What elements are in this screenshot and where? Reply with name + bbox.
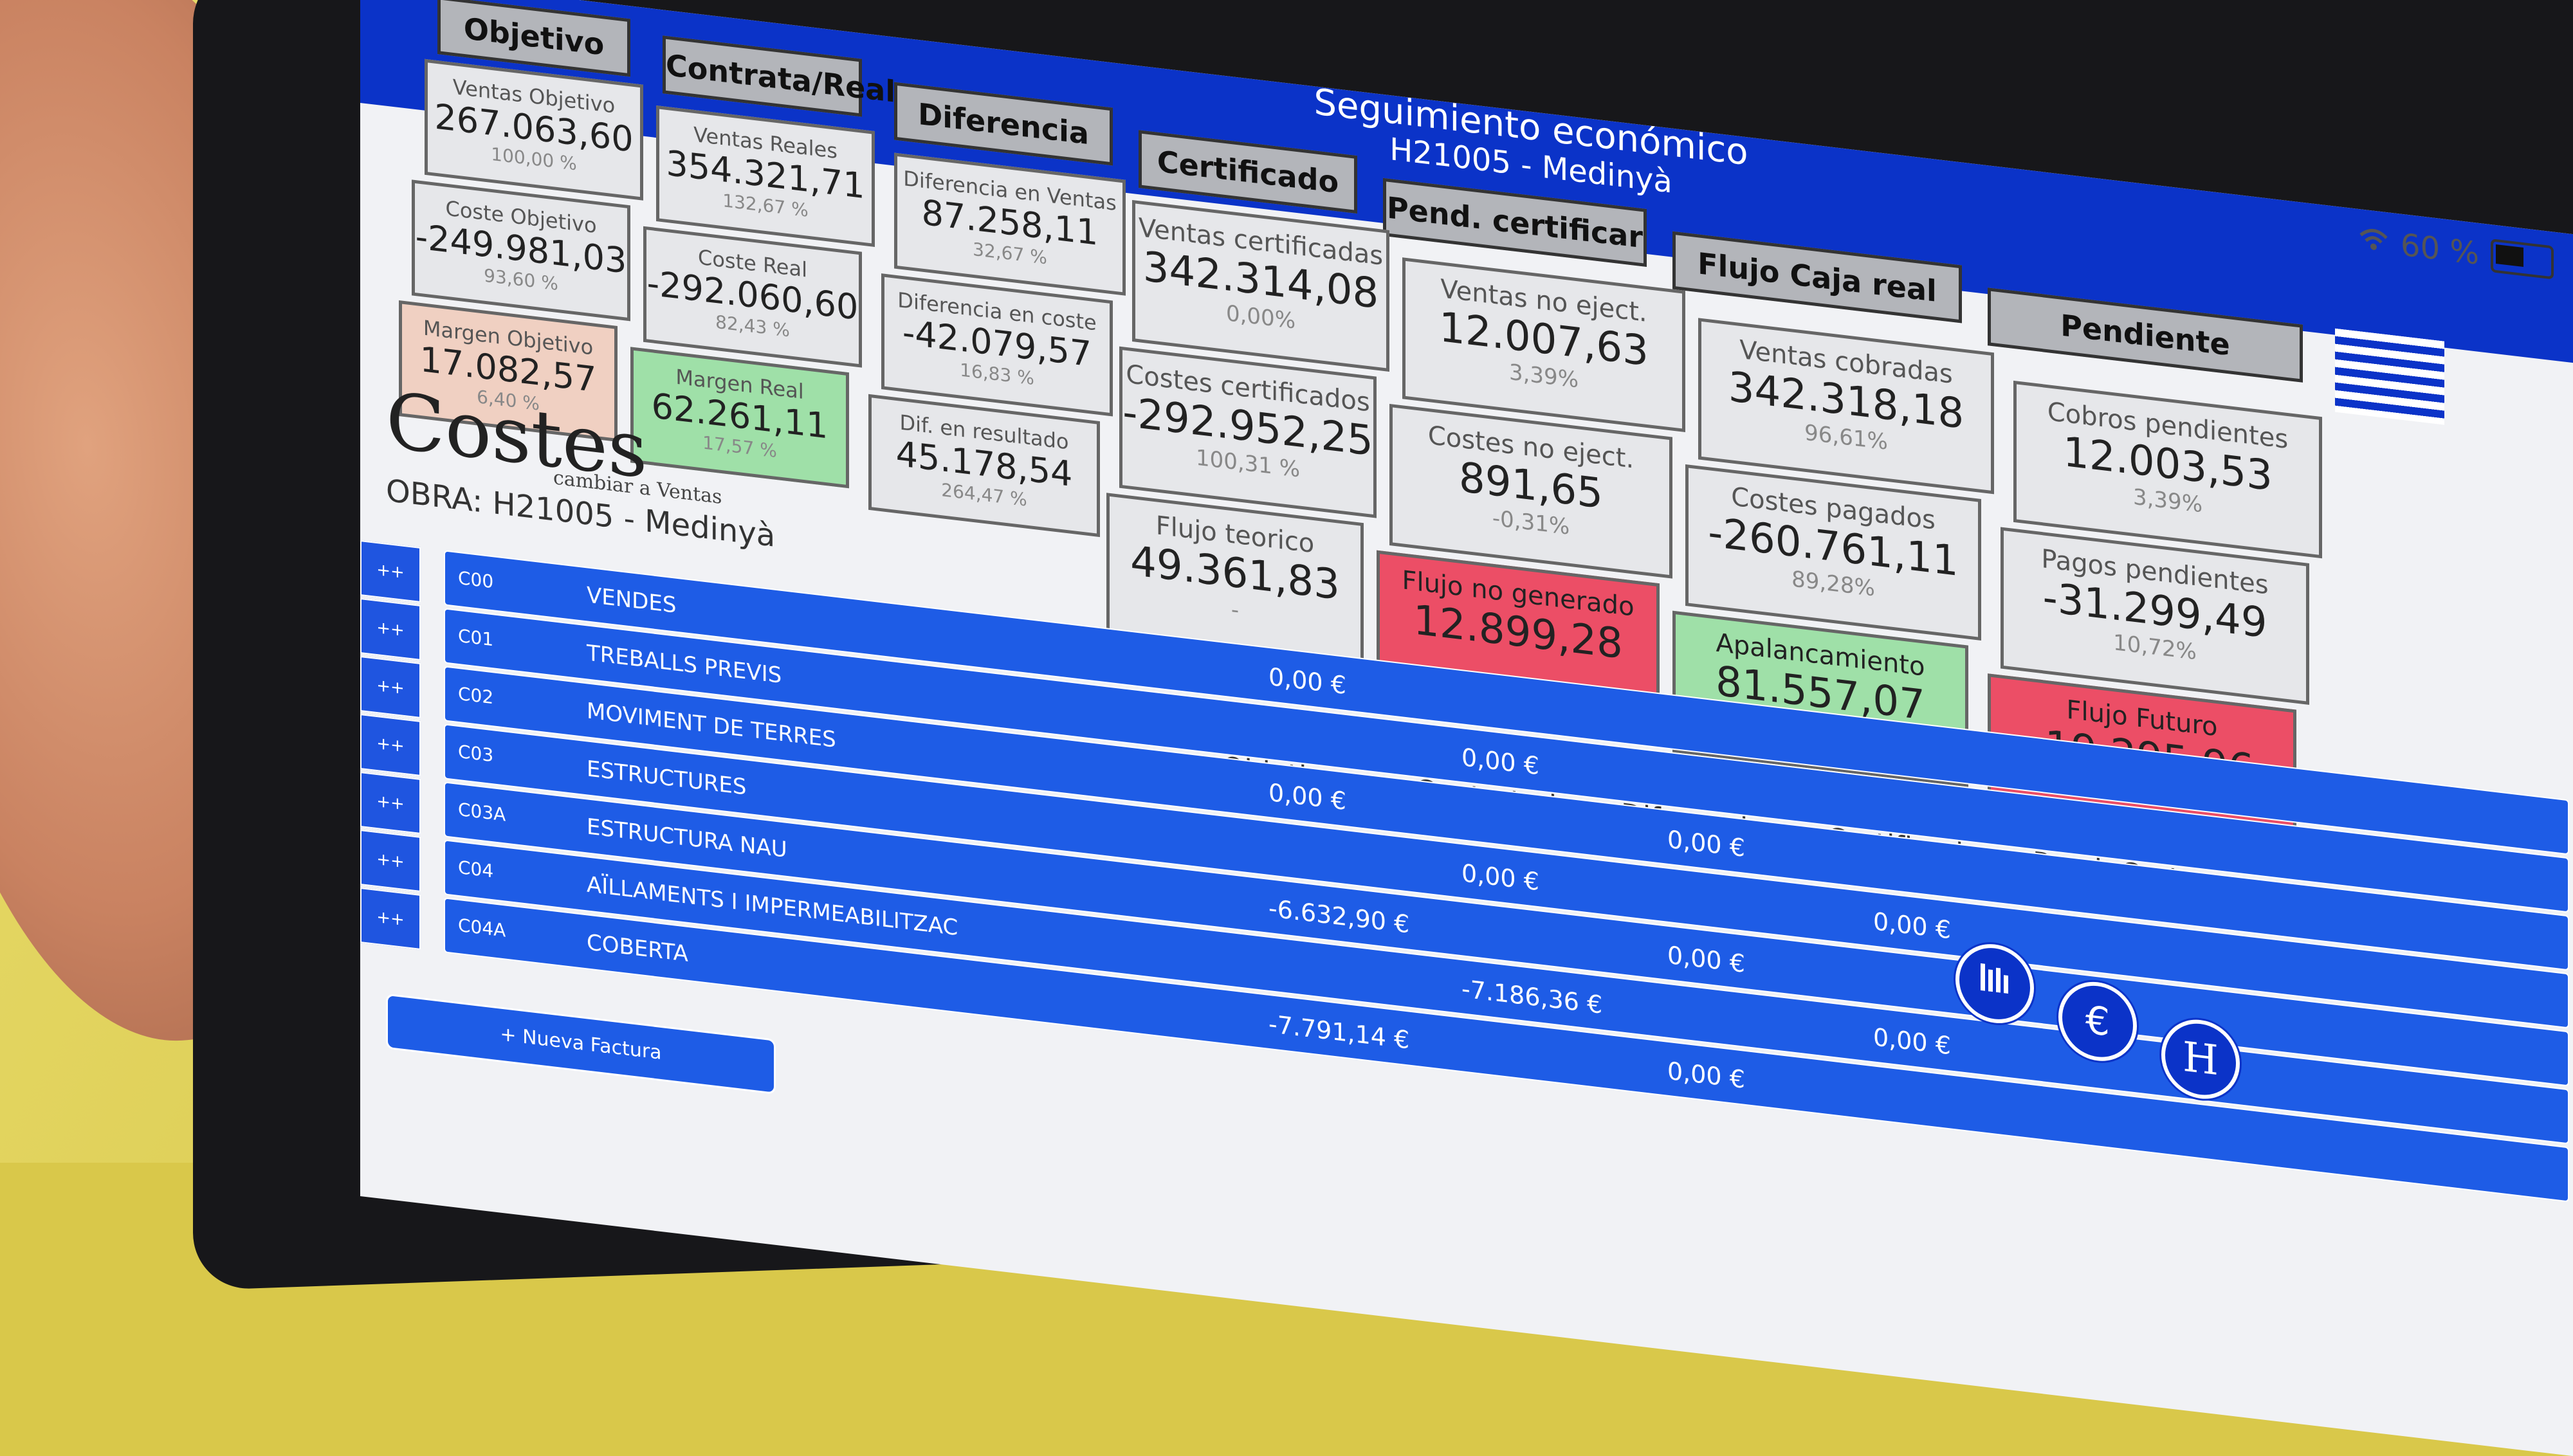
- row-code: C04A: [458, 914, 506, 942]
- row-code: C03: [458, 740, 494, 767]
- expand-button[interactable]: ++: [360, 656, 421, 719]
- row-code: C04: [458, 856, 494, 882]
- expand-button[interactable]: ++: [360, 540, 421, 603]
- row-diferencia: 0,00 €: [1667, 1056, 1745, 1094]
- row-name: ESTRUCTURES: [587, 756, 747, 801]
- card-costes-pagados: Costes pagados -260.761,11 89,28%: [1685, 464, 1981, 641]
- battery-icon: [2491, 239, 2554, 280]
- card-margen-real: Margen Real 62.261,11 17,57 %: [630, 347, 849, 489]
- app-header: Seguimiento económico H21005 - Medinyà 6…: [360, 0, 2573, 363]
- card-cobros-pendientes: Cobros pendientes 12.003,53 3,39%: [2013, 380, 2322, 559]
- new-invoice-button[interactable]: + Nueva Factura: [386, 993, 776, 1095]
- hamburger-menu-icon[interactable]: [2335, 328, 2444, 425]
- expand-button[interactable]: ++: [360, 714, 421, 777]
- row-contratado: 0,00 €: [1461, 859, 1539, 896]
- row-contratado: 0,00 €: [1461, 743, 1539, 781]
- row-name: VENDES: [587, 582, 677, 619]
- row-name: ESTRUCTURA NAU: [587, 814, 787, 863]
- row-code: C03A: [458, 798, 506, 826]
- row-contratado: -7.186,36 €: [1461, 974, 1603, 1019]
- battery-percent: 60 %: [2401, 226, 2479, 272]
- status-bar: 60 %: [2358, 222, 2554, 281]
- row-code: C01: [458, 624, 494, 651]
- card-ventas-objetivo: Ventas Objetivo 267.063,60 100,00 %: [425, 59, 643, 201]
- row-diferencia: 0,00 €: [1667, 940, 1745, 978]
- card-ventas-no-eject: Ventas no eject. 12.007,63 3,39%: [1402, 257, 1685, 432]
- expand-button[interactable]: ++: [360, 598, 421, 661]
- wifi-icon: [2358, 222, 2389, 262]
- card-costes-no-eject: Costes no eject. 891,65 -0,31%: [1389, 403, 1672, 579]
- card-coste-real: Coste Real -292.060,60 82,43 %: [643, 226, 862, 368]
- row-name: TREBALLS PREVIS: [587, 640, 782, 689]
- row-certificado: 0,00 €: [1873, 907, 1951, 945]
- card-diferencia-coste: Diferencia en coste -42.079,57 16,83 %: [881, 273, 1113, 417]
- row-objetivo: 0,00 €: [1268, 662, 1346, 700]
- row-name: COBERTA: [587, 929, 688, 967]
- card-dif-resultado: Dif. en resultado 45.178,54 264,47 %: [868, 394, 1100, 538]
- card-coste-objetivo: Coste Objetivo -249.981,03 93,60 %: [412, 179, 630, 322]
- tablet-screen: Seguimiento económico H21005 - Medinyà 6…: [360, 0, 2573, 1456]
- card-ventas-reales: Ventas Reales 354.321,71 132,67 %: [656, 105, 875, 247]
- row-objetivo: 0,00 €: [1268, 778, 1346, 816]
- card-pagos-pendientes: Pagos pendientes -31.299,49 10,72%: [2001, 527, 2309, 705]
- row-diferencia: 0,00 €: [1667, 824, 1745, 862]
- card-ventas-cobradas: Ventas cobradas 342.318,18 96,61%: [1698, 318, 1994, 495]
- card-costes-certificados: Costes certificados -292.952,25 100,31 %: [1119, 346, 1377, 518]
- row-objetivo: -6.632,90 €: [1268, 893, 1410, 939]
- bar-chart-icon[interactable]: [1955, 940, 2034, 1028]
- expand-button[interactable]: ++: [360, 887, 421, 951]
- row-code: C02: [458, 682, 494, 709]
- row-certificado: 0,00 €: [1873, 1023, 1951, 1060]
- card-ventas-certificadas: Ventas certificadas 342.314,08 0,00%: [1132, 199, 1389, 372]
- expand-button[interactable]: ++: [360, 830, 421, 893]
- expand-button[interactable]: ++: [360, 772, 421, 835]
- row-objetivo: -7.791,14 €: [1268, 1009, 1410, 1055]
- row-code: C00: [458, 567, 494, 593]
